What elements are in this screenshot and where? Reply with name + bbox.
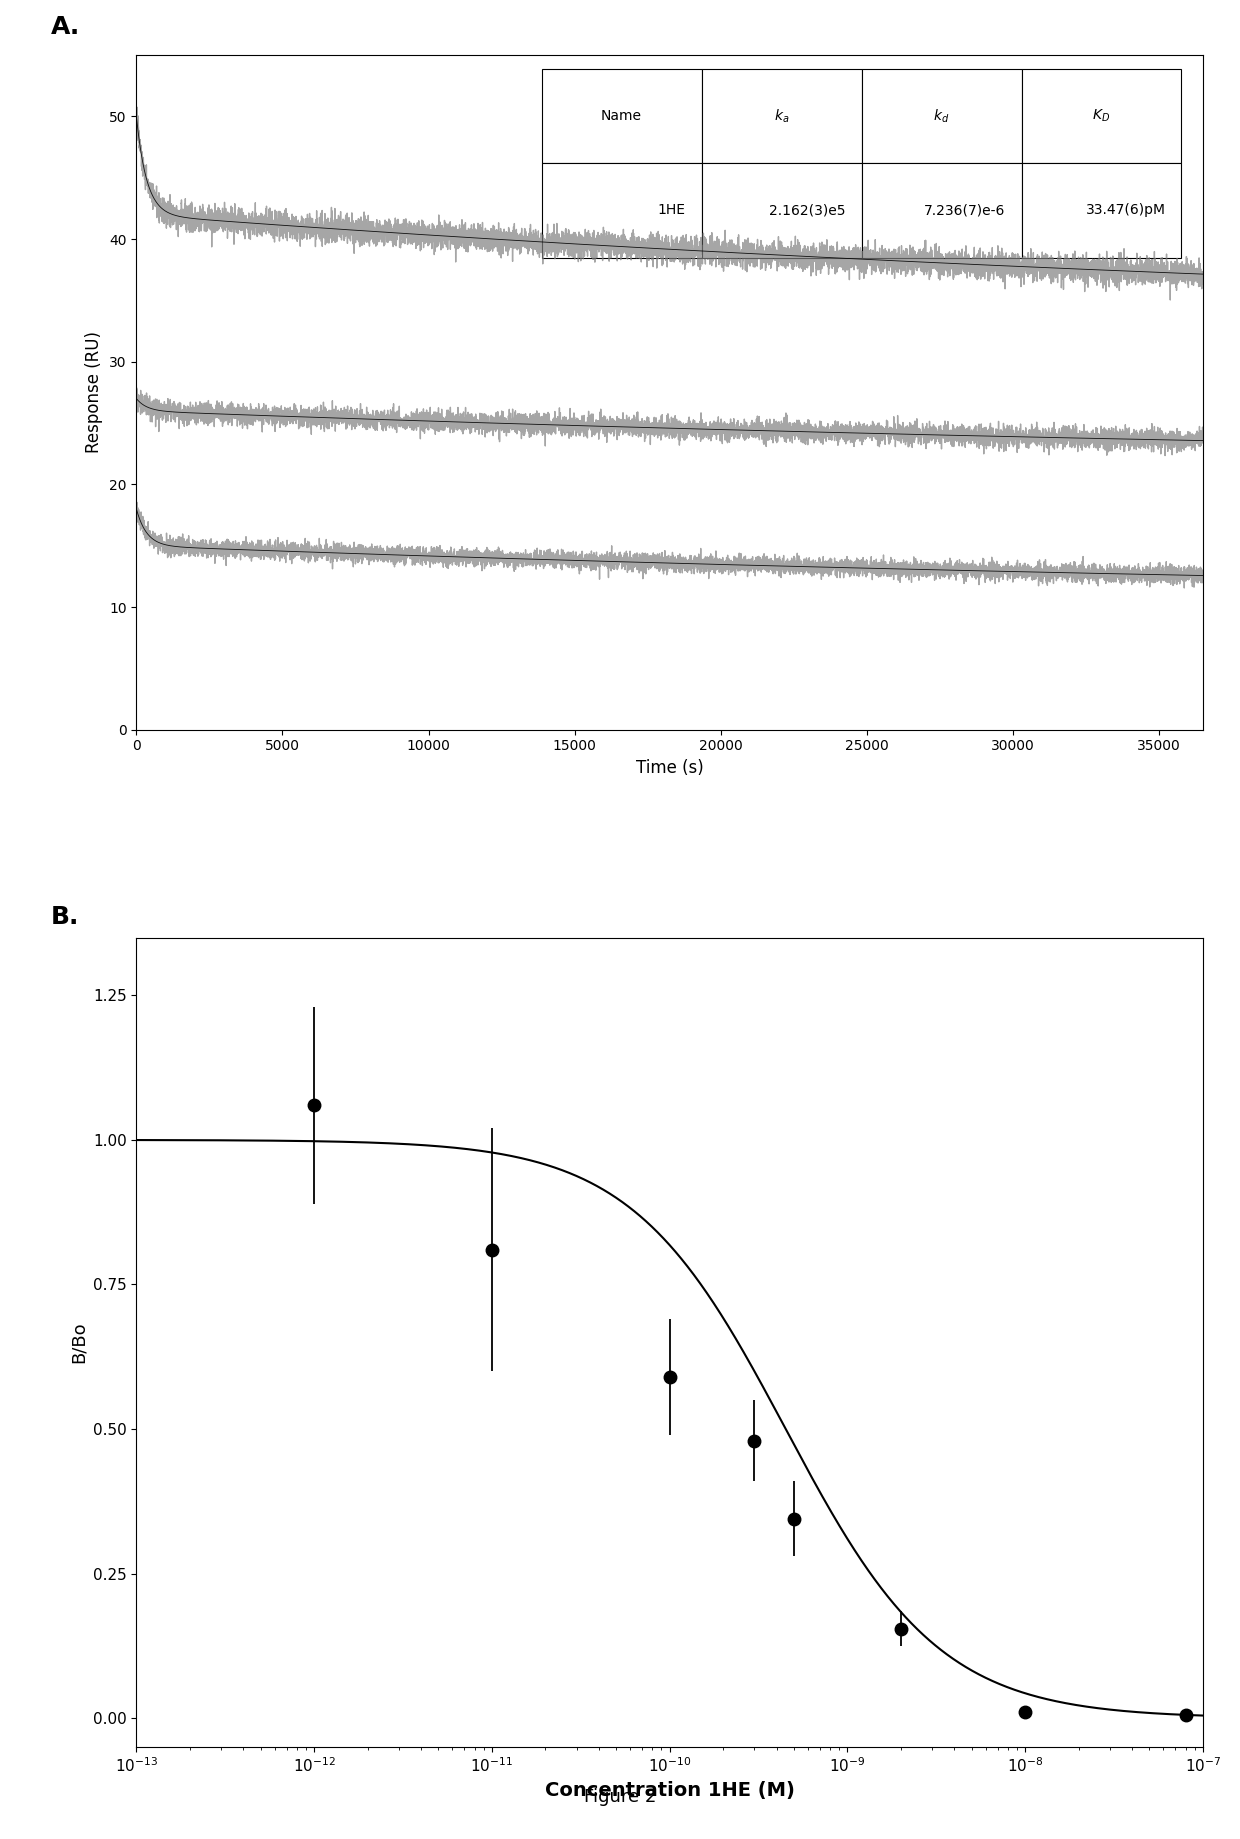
Y-axis label: B/Bo: B/Bo	[69, 1322, 87, 1363]
Text: A.: A.	[51, 15, 81, 39]
X-axis label: Concentration 1HE (M): Concentration 1HE (M)	[544, 1780, 795, 1800]
Y-axis label: Response (RU): Response (RU)	[86, 331, 103, 454]
Text: B.: B.	[51, 905, 79, 929]
X-axis label: Time (s): Time (s)	[636, 760, 703, 778]
Text: Figure 2: Figure 2	[584, 1788, 656, 1806]
